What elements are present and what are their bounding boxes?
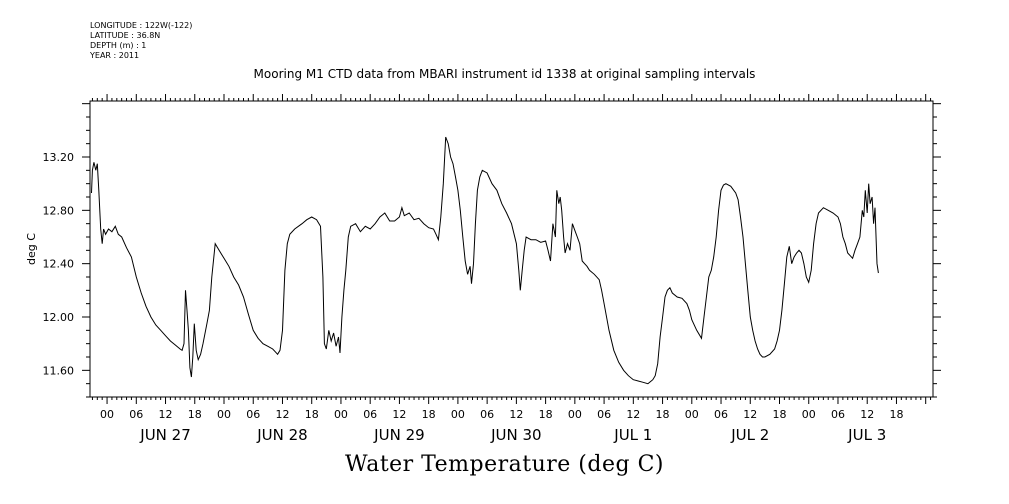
bottom-title: Water Temperature (deg C): [345, 452, 664, 477]
x-hour-label: 12: [860, 408, 874, 421]
y-tick-label: 13.20: [43, 151, 75, 164]
x-hour-label: 18: [188, 408, 202, 421]
mooring-metadata: LONGITUDE : 122W(-122) LATITUDE : 36.8N …: [90, 21, 192, 61]
y-tick-label: 12.40: [43, 258, 75, 271]
x-tick-labels: 00 06 12 18 00 06 12 18 00 06 12 18 00 06 12 18 00 06 12 18…: [100, 408, 903, 444]
x-hour-label: 18: [422, 408, 436, 421]
plot-frame: [89, 100, 934, 398]
x-hour-label: 00: [334, 408, 348, 421]
x-day-label: JUL 3: [847, 426, 886, 444]
y-tick-label: 12.00: [43, 311, 75, 324]
chart-title: Mooring M1 CTD data from MBARI instrumen…: [253, 67, 756, 81]
x-hour-label: 12: [743, 408, 757, 421]
latitude-label: LATITUDE : 36.8N: [90, 31, 161, 40]
x-hour-label: 12: [392, 408, 406, 421]
x-hour-label: 18: [305, 408, 319, 421]
x-hour-label: 12: [275, 408, 289, 421]
x-day-label: JUN 30: [490, 426, 541, 444]
x-hour-label: 00: [100, 408, 114, 421]
x-hour-label: 06: [714, 408, 728, 421]
x-hour-label: 12: [509, 408, 523, 421]
x-hour-label: 12: [159, 408, 173, 421]
x-hour-label: 06: [480, 408, 494, 421]
x-hour-label: 06: [831, 408, 845, 421]
x-day-label: JUN 29: [373, 426, 424, 444]
x-hour-label: 18: [889, 408, 903, 421]
x-hour-label: 18: [773, 408, 787, 421]
x-day-label: JUL 2: [730, 426, 769, 444]
x-day-label: JUL 1: [613, 426, 652, 444]
y-tick-label: 12.80: [43, 204, 75, 217]
axis-ticks: [82, 94, 941, 404]
y-tick-labels: 11.60 12.00 12.40 12.80 13.20: [43, 151, 75, 377]
x-hour-label: 12: [626, 408, 640, 421]
x-hour-label: 06: [246, 408, 260, 421]
x-hour-label: 18: [539, 408, 553, 421]
longitude-label: LONGITUDE : 122W(-122): [90, 21, 193, 30]
x-hour-label: 06: [363, 408, 377, 421]
x-day-label: JUN 28: [256, 426, 307, 444]
x-hour-label: 06: [597, 408, 611, 421]
x-hour-label: 00: [685, 408, 699, 421]
x-hour-label: 00: [451, 408, 465, 421]
water-temperature-line: [91, 136, 879, 385]
x-hour-label: 00: [568, 408, 582, 421]
y-tick-label: 11.60: [43, 364, 75, 377]
x-hour-label: 00: [802, 408, 816, 421]
x-hour-label: 06: [129, 408, 143, 421]
depth-label: DEPTH (m) : 1: [90, 41, 147, 50]
y-axis-label: deg C: [25, 233, 38, 265]
x-hour-label: 00: [217, 408, 231, 421]
x-hour-label: 18: [656, 408, 670, 421]
x-day-label: JUN 27: [139, 426, 190, 444]
year-label: YEAR : 2011: [90, 51, 140, 60]
